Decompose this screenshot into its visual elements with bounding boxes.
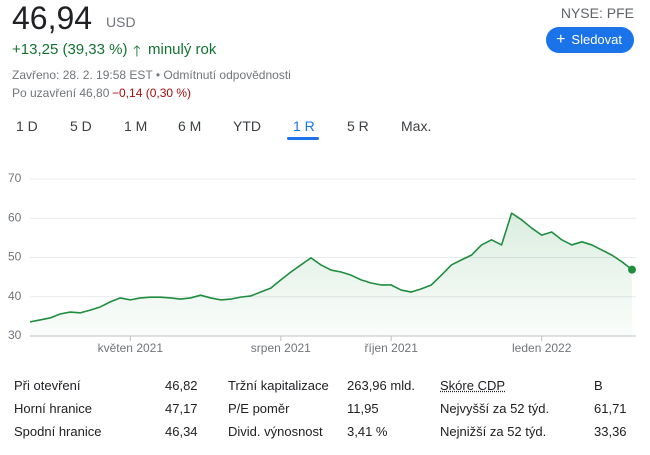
stat-value: 3,41 % <box>347 424 388 439</box>
x-tick-label: srpen 2021 <box>251 341 311 355</box>
stat-label: Při otevření <box>14 378 81 393</box>
after-hours: Po uzavření 46,80 <box>12 86 110 100</box>
after-change: −0,14 (0,30 %) <box>112 86 192 100</box>
tab[interactable]: 1 R <box>293 118 315 134</box>
change: +13,25 (39,33 %) <box>12 41 128 58</box>
tab[interactable]: 5 D <box>70 118 92 134</box>
y-tick-label: 70 <box>8 171 22 185</box>
stat-value: 47,17 <box>165 401 198 416</box>
stat-value: 46,82 <box>165 378 198 393</box>
stat-label: Spodní hranice <box>14 424 102 439</box>
stat-label: Nejnižší za 52 týd. <box>440 424 547 439</box>
period: minulý rok <box>148 41 217 58</box>
stat-label: Nejvyšší za 52 týd. <box>440 401 550 416</box>
stat-label: P/E poměr <box>228 401 290 416</box>
follow-button[interactable]: + Sledovat <box>546 27 634 53</box>
area <box>30 213 632 336</box>
stat-label: Horní hranice <box>14 401 93 416</box>
stat-value: 61,71 <box>594 401 627 416</box>
tab[interactable]: Max. <box>401 118 432 134</box>
stat-value: 46,34 <box>165 424 198 439</box>
stat-value: 11,95 <box>347 401 379 416</box>
last-point <box>628 265 636 274</box>
stat-label: Divid. výnosnost <box>228 424 323 439</box>
tab[interactable]: 1 D <box>16 118 38 134</box>
chart: 30 40 50 60 70 květen 2021 srpen 2021 říjen 202… <box>8 171 636 355</box>
follow-label: Sledovat <box>571 32 622 47</box>
tab[interactable]: 5 R <box>347 118 369 134</box>
y-tick-label: 40 <box>8 289 22 303</box>
x-tick-label: květen 2021 <box>98 341 164 355</box>
status: Zavřeno: 28. 2. 19:58 EST • Odmítnutí od… <box>12 68 291 82</box>
x-tick-label: leden 2022 <box>512 341 572 355</box>
y-tick-label: 50 <box>8 250 22 264</box>
stat-label[interactable]: Skóre CDP <box>440 378 506 393</box>
tab[interactable]: 1 M <box>124 118 148 134</box>
stat-value: 263,96 mld. <box>347 378 415 393</box>
exchange: NYSE: PFE <box>560 5 634 21</box>
y-tick-label: 60 <box>8 210 22 224</box>
tab[interactable]: 6 M <box>178 118 202 134</box>
up-arrow: 🡑 <box>133 43 141 60</box>
price-line <box>29 212 633 323</box>
currency: USD <box>106 14 136 30</box>
stat-value: B <box>594 378 603 393</box>
stat-label: Tržní kapitalizace <box>228 378 329 393</box>
price: 46,94 <box>12 0 93 36</box>
active-tab-indicator <box>287 137 319 140</box>
x-tick-label: říjen 2021 <box>365 341 419 355</box>
y-tick-label: 30 <box>8 328 22 342</box>
tab[interactable]: YTD <box>233 118 261 134</box>
stat-value: 33,36 <box>594 424 627 439</box>
